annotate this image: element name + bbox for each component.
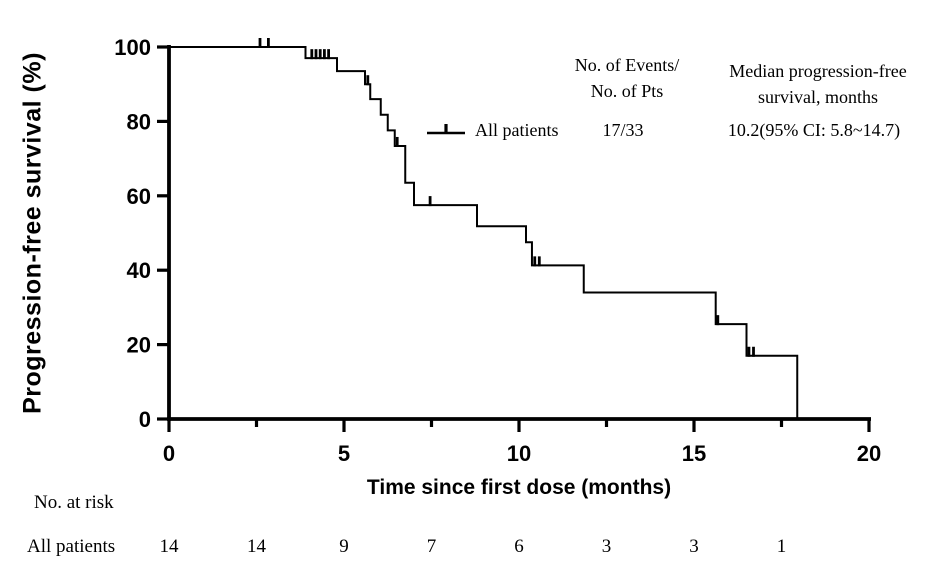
y-tick-label: 40 — [127, 258, 151, 283]
median-column-header: Median progression-free survival, months — [700, 58, 931, 110]
risk-count: 6 — [514, 536, 524, 557]
median-value: 10.2(95% CI: 5.8~14.7) — [727, 120, 901, 140]
x-tick-label: 0 — [163, 441, 175, 466]
y-tick-label: 100 — [114, 35, 151, 60]
events-header-line2: No. of Pts — [590, 81, 664, 101]
risk-count: 3 — [689, 536, 699, 557]
censor-tick-legend-icon — [427, 124, 465, 135]
x-tick-label: 5 — [338, 441, 350, 466]
risk-count: 14 — [159, 536, 179, 557]
x-tick-label: 20 — [857, 441, 881, 466]
median-header-line2: survival, months — [758, 87, 878, 107]
x-tick-label: 15 — [682, 441, 706, 466]
x-tick-label: 10 — [507, 441, 531, 466]
risk-counts-row: 14 14 9 7 6 3 3 1 — [0, 536, 931, 562]
y-tick-label: 60 — [127, 184, 151, 209]
risk-count: 14 — [247, 536, 266, 557]
events-column-header: No. of Events/ No. of Pts — [552, 52, 702, 104]
x-axis-title: Time since first dose (months) — [366, 476, 672, 499]
risk-row-label: All patients — [27, 536, 116, 557]
events-value: 17/33 — [602, 120, 644, 140]
legend-row — [426, 122, 468, 143]
y-tick-label: 0 — [139, 407, 151, 432]
risk-count: 3 — [601, 536, 612, 557]
survival-step-curve — [169, 46, 799, 419]
risk-count: 1 — [776, 536, 787, 557]
risk-table-title: No. at risk — [34, 492, 114, 513]
y-tick-label: 20 — [127, 333, 151, 358]
y-tick-label: 80 — [127, 109, 151, 134]
median-header-line1: Median progression-free — [729, 61, 907, 81]
legend-series-label: All patients — [475, 120, 559, 140]
risk-count: 9 — [339, 536, 349, 557]
risk-count: 7 — [426, 536, 437, 557]
events-header-line1: No. of Events/ — [574, 55, 680, 75]
